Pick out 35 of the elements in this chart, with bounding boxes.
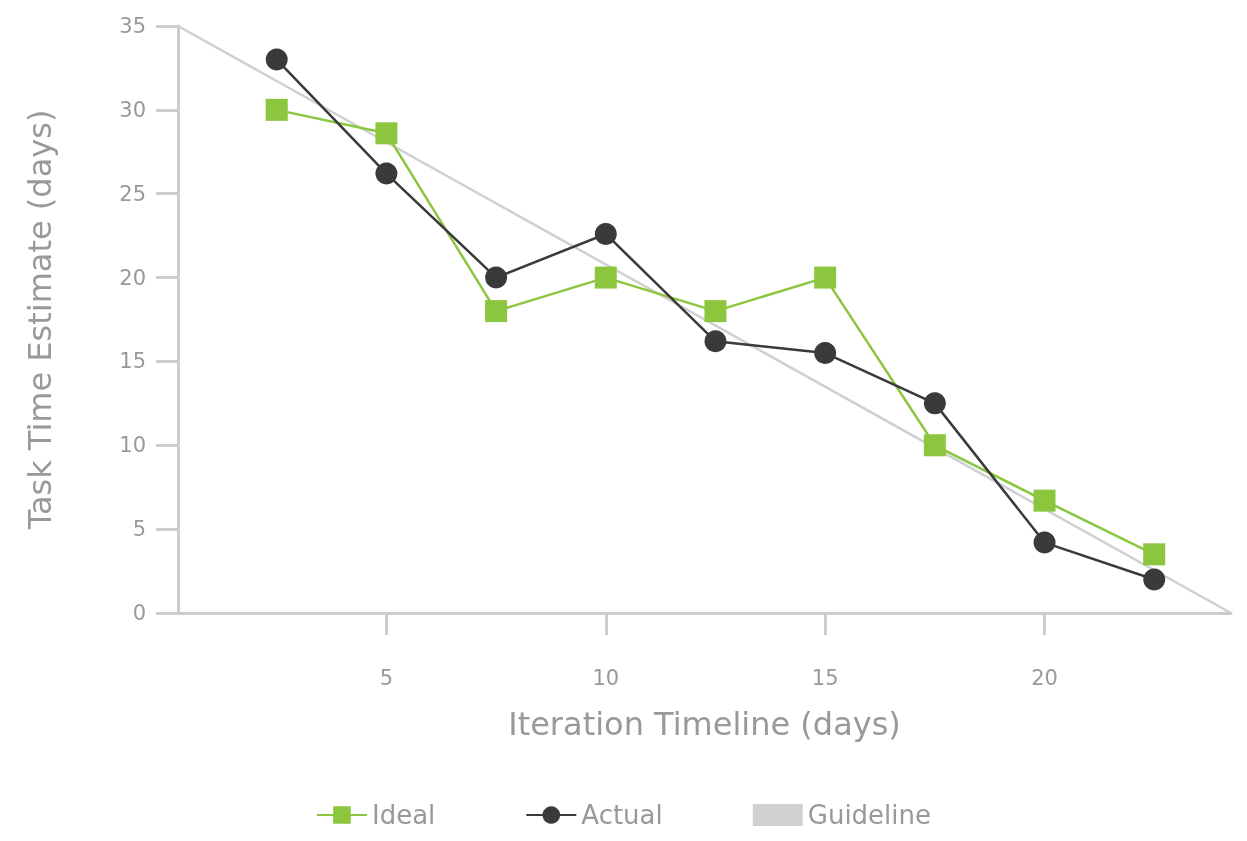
y-tick-label: 5	[132, 517, 146, 542]
point	[923, 392, 946, 415]
point	[923, 434, 946, 457]
point	[1033, 489, 1056, 512]
y-tick-label: 0	[132, 601, 146, 625]
point	[375, 162, 398, 185]
y-tick-label: 35	[119, 14, 146, 38]
point	[1143, 543, 1166, 566]
point	[1143, 568, 1166, 591]
legend-label: Guideline	[807, 800, 932, 830]
y-tick-label: 20	[119, 265, 146, 290]
x-tick-label: 15	[811, 665, 839, 690]
legend-label: Actual	[581, 800, 663, 830]
point	[814, 342, 837, 365]
y-axis-title: Task Time Estimate (days)	[21, 109, 59, 531]
point	[594, 266, 617, 289]
point	[814, 266, 837, 289]
y-tick-label: 25	[119, 181, 146, 206]
point	[265, 48, 288, 71]
legend-label: Ideal	[371, 800, 436, 830]
y-tick-label: 10	[119, 433, 146, 458]
point	[485, 300, 508, 323]
x-tick-label: 10	[592, 665, 620, 690]
y-tick-label: 15	[119, 349, 146, 374]
x-tick-label: 20	[1031, 665, 1058, 690]
x-axis-title: Iteration Timeline (days)	[508, 705, 901, 743]
x-tick-label: 5	[379, 665, 394, 690]
point	[704, 330, 727, 353]
point	[1033, 531, 1056, 554]
point	[485, 266, 508, 289]
point	[594, 222, 617, 245]
y-tick-label: 30	[119, 97, 146, 122]
point	[704, 300, 727, 323]
point	[265, 98, 288, 121]
point	[375, 122, 398, 145]
